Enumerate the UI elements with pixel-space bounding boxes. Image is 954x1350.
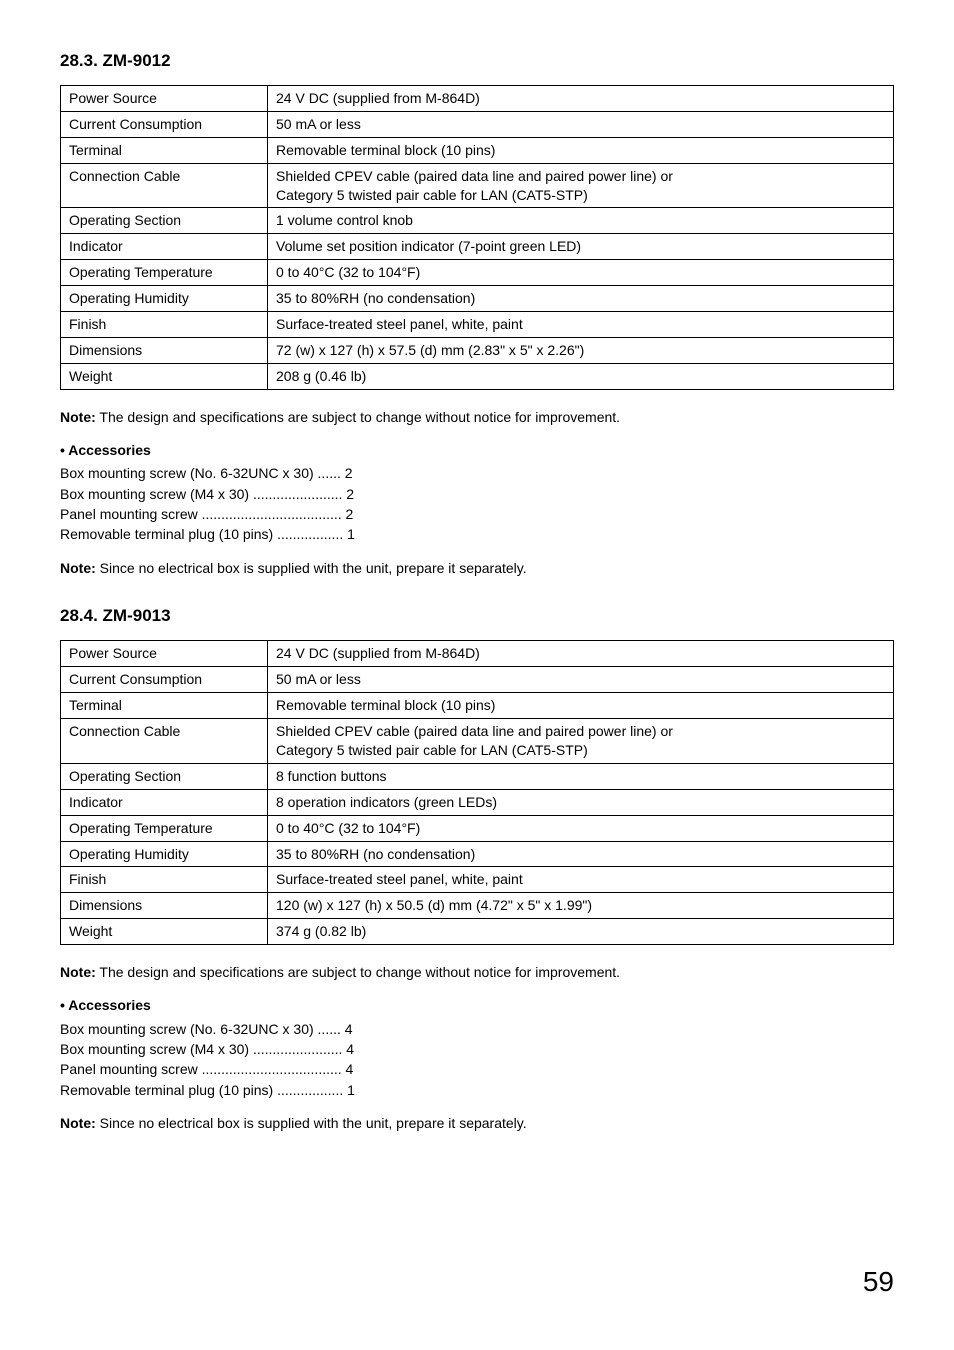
spec-label: Indicator [61, 234, 268, 260]
box-note-9013: Note: Since no electrical box is supplie… [60, 1114, 894, 1133]
note-text: The design and specifications are subjec… [96, 409, 620, 425]
table-row: Operating Humidity35 to 80%RH (no conden… [61, 841, 894, 867]
accessories-title-9012: • Accessories [60, 441, 894, 460]
spec-label: Current Consumption [61, 111, 268, 137]
note-label: Note: [60, 409, 96, 425]
accessory-line: Box mounting screw (M4 x 30) ...........… [60, 484, 894, 504]
table-row: FinishSurface-treated steel panel, white… [61, 867, 894, 893]
spec-value: 72 (w) x 127 (h) x 57.5 (d) mm (2.83" x … [268, 337, 894, 363]
accessory-line: Removable terminal plug (10 pins) ......… [60, 1080, 894, 1100]
table-row: Operating Humidity35 to 80%RH (no conden… [61, 286, 894, 312]
note-label: Note: [60, 1115, 96, 1131]
box-note-9012: Note: Since no electrical box is supplie… [60, 559, 894, 578]
spec-value: Shielded CPEV cable (paired data line an… [268, 163, 894, 208]
spec-value: 50 mA or less [268, 111, 894, 137]
table-row: Connection CableShielded CPEV cable (pai… [61, 719, 894, 764]
spec-value: 24 V DC (supplied from M-864D) [268, 641, 894, 667]
note-text: Since no electrical box is supplied with… [96, 560, 527, 576]
spec-value: 120 (w) x 127 (h) x 50.5 (d) mm (4.72" x… [268, 893, 894, 919]
spec-value: 8 operation indicators (green LEDs) [268, 789, 894, 815]
spec-label: Finish [61, 311, 268, 337]
table-row: Dimensions120 (w) x 127 (h) x 50.5 (d) m… [61, 893, 894, 919]
spec-value: Shielded CPEV cable (paired data line an… [268, 719, 894, 764]
section-title-9012: 28.3. ZM-9012 [60, 50, 894, 73]
table-row: IndicatorVolume set position indicator (… [61, 234, 894, 260]
note-label: Note: [60, 560, 96, 576]
spec-label: Power Source [61, 641, 268, 667]
spec-value: 0 to 40°C (32 to 104°F) [268, 260, 894, 286]
accessory-line: Panel mounting screw ...................… [60, 1059, 894, 1079]
spec-table-9013: Power Source24 V DC (supplied from M-864… [60, 640, 894, 945]
table-row: Operating Section8 function buttons [61, 763, 894, 789]
accessory-line: Panel mounting screw ...................… [60, 504, 894, 524]
table-row: Weight208 g (0.46 lb) [61, 363, 894, 389]
design-note-9012: Note: The design and specifications are … [60, 408, 894, 427]
design-note-9013: Note: The design and specifications are … [60, 963, 894, 982]
accessories-title-9013: • Accessories [60, 996, 894, 1015]
spec-value: Removable terminal block (10 pins) [268, 693, 894, 719]
table-row: Operating Temperature0 to 40°C (32 to 10… [61, 260, 894, 286]
spec-value: Removable terminal block (10 pins) [268, 137, 894, 163]
table-row: Power Source24 V DC (supplied from M-864… [61, 85, 894, 111]
accessory-line: Removable terminal plug (10 pins) ......… [60, 524, 894, 544]
table-row: TerminalRemovable terminal block (10 pin… [61, 137, 894, 163]
spec-label: Operating Section [61, 763, 268, 789]
spec-value: 35 to 80%RH (no condensation) [268, 841, 894, 867]
spec-value: 35 to 80%RH (no condensation) [268, 286, 894, 312]
spec-value: 208 g (0.46 lb) [268, 363, 894, 389]
note-text: The design and specifications are subjec… [96, 964, 620, 980]
table-row: Weight374 g (0.82 lb) [61, 919, 894, 945]
spec-label: Operating Humidity [61, 841, 268, 867]
spec-label: Weight [61, 919, 268, 945]
spec-value: 0 to 40°C (32 to 104°F) [268, 815, 894, 841]
spec-label: Power Source [61, 85, 268, 111]
accessory-line: Box mounting screw (No. 6-32UNC x 30) ..… [60, 463, 894, 483]
note-label: Note: [60, 964, 96, 980]
spec-label: Dimensions [61, 337, 268, 363]
spec-label: Operating Temperature [61, 815, 268, 841]
spec-label: Finish [61, 867, 268, 893]
spec-value: 8 function buttons [268, 763, 894, 789]
spec-table-9012: Power Source24 V DC (supplied from M-864… [60, 85, 894, 390]
spec-label: Connection Cable [61, 719, 268, 764]
spec-label: Terminal [61, 137, 268, 163]
spec-value: 50 mA or less [268, 667, 894, 693]
table-row: Power Source24 V DC (supplied from M-864… [61, 641, 894, 667]
table-row: Dimensions72 (w) x 127 (h) x 57.5 (d) mm… [61, 337, 894, 363]
table-row: Current Consumption50 mA or less [61, 111, 894, 137]
spec-label: Connection Cable [61, 163, 268, 208]
page-number: 59 [60, 1263, 894, 1301]
spec-label: Dimensions [61, 893, 268, 919]
table-row: TerminalRemovable terminal block (10 pin… [61, 693, 894, 719]
spec-label: Current Consumption [61, 667, 268, 693]
note-text: Since no electrical box is supplied with… [96, 1115, 527, 1131]
section-title-9013: 28.4. ZM-9013 [60, 605, 894, 628]
spec-value: 24 V DC (supplied from M-864D) [268, 85, 894, 111]
spec-value: 374 g (0.82 lb) [268, 919, 894, 945]
spec-label: Operating Humidity [61, 286, 268, 312]
spec-value: 1 volume control knob [268, 208, 894, 234]
table-row: Operating Section1 volume control knob [61, 208, 894, 234]
spec-label: Operating Temperature [61, 260, 268, 286]
accessory-line: Box mounting screw (No. 6-32UNC x 30) ..… [60, 1019, 894, 1039]
spec-label: Indicator [61, 789, 268, 815]
spec-label: Weight [61, 363, 268, 389]
spec-label: Operating Section [61, 208, 268, 234]
table-row: Current Consumption50 mA or less [61, 667, 894, 693]
spec-label: Terminal [61, 693, 268, 719]
spec-value: Surface-treated steel panel, white, pain… [268, 867, 894, 893]
accessory-line: Box mounting screw (M4 x 30) ...........… [60, 1039, 894, 1059]
spec-value: Surface-treated steel panel, white, pain… [268, 311, 894, 337]
table-row: Operating Temperature0 to 40°C (32 to 10… [61, 815, 894, 841]
table-row: Indicator8 operation indicators (green L… [61, 789, 894, 815]
table-row: Connection CableShielded CPEV cable (pai… [61, 163, 894, 208]
spec-value: Volume set position indicator (7-point g… [268, 234, 894, 260]
table-row: FinishSurface-treated steel panel, white… [61, 311, 894, 337]
